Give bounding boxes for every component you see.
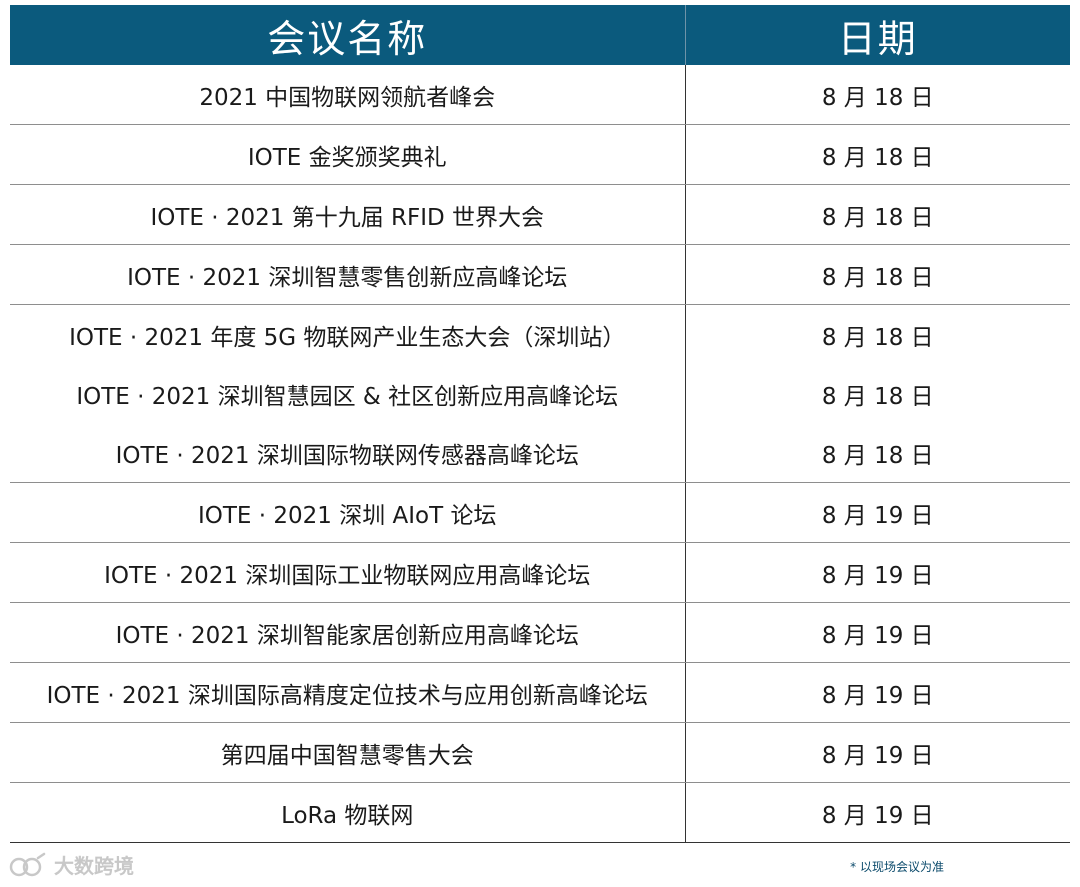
conference-name-cell: IOTE · 2021 第十九届 RFID 世界大会: [10, 184, 686, 245]
table-body: 2021 中国物联网领航者峰会 8 月 18 日 IOTE 金奖颁奖典礼 8 月…: [10, 65, 1070, 843]
date-cell: 8 月 19 日: [685, 782, 1070, 843]
conference-name-cell: 2021 中国物联网领航者峰会: [10, 65, 686, 125]
table-row: IOTE · 2021 深圳国际物联网传感器高峰论坛 8 月 18 日: [10, 423, 1070, 483]
table-row: IOTE · 2021 年度 5G 物联网产业生态大会（深圳站） 8 月 18 …: [10, 304, 1070, 364]
conference-name-cell: IOTE · 2021 深圳国际高精度定位技术与应用创新高峰论坛: [10, 662, 686, 723]
date-cell: 8 月 18 日: [821, 324, 934, 351]
table-row: 2021 中国物联网领航者峰会 8 月 18 日: [10, 65, 1070, 125]
table-row: IOTE · 2021 深圳 AIoT 论坛 8 月 19 日: [10, 482, 1070, 543]
date-cell: 8 月 18 日: [821, 383, 934, 410]
footnote: * 以现场会议为准: [850, 860, 944, 874]
table-row: IOTE 金奖颁奖典礼 8 月 18 日: [10, 124, 1070, 185]
header-row: 会议名称 日期: [10, 5, 1070, 65]
conference-name-cell: IOTE · 2021 深圳国际物联网传感器高峰论坛: [10, 423, 686, 483]
table-row: 第四届中国智慧零售大会 8 月 19 日: [10, 722, 1070, 783]
table-row: IOTE · 2021 深圳国际工业物联网应用高峰论坛 8 月 19 日: [10, 542, 1070, 603]
conference-name-cell: IOTE 金奖颁奖典礼: [10, 124, 686, 185]
conference-name-cell: LoRa 物联网: [10, 782, 686, 843]
table-row: IOTE · 2021 深圳智慧零售创新应高峰论坛 8 月 18 日: [10, 244, 1070, 305]
conference-name-cell: 第四届中国智慧零售大会: [10, 722, 686, 783]
table-row: IOTE · 2021 深圳国际高精度定位技术与应用创新高峰论坛 8 月 19 …: [10, 662, 1070, 723]
watermark-text: 大数跨境: [54, 854, 134, 878]
table-header: 会议名称 日期: [10, 5, 1070, 65]
conference-name-cell: IOTE · 2021 深圳智能家居创新应用高峰论坛: [10, 602, 686, 663]
date-cell: 8 月 18 日: [685, 65, 1070, 125]
conference-name-cell: IOTE · 2021 深圳智慧零售创新应高峰论坛: [10, 244, 686, 305]
table-row: IOTE · 2021 深圳智能家居创新应用高峰论坛 8 月 19 日: [10, 602, 1070, 663]
date-cell: 8 月 19 日: [685, 602, 1070, 663]
schedule-table: 会议名称 日期 2021 中国物联网领航者峰会 8 月 18 日 IOTE 金奖…: [10, 5, 1070, 843]
table-row: IOTE · 2021 深圳智慧园区 & 社区创新应用高峰论坛 8 月 18 日: [10, 364, 1070, 423]
conference-name-cell: IOTE · 2021 年度 5G 物联网产业生态大会（深圳站）: [10, 304, 686, 364]
table-row: IOTE · 2021 第十九届 RFID 世界大会 8 月 18 日: [10, 184, 1070, 245]
conference-name-cell: IOTE · 2021 深圳国际工业物联网应用高峰论坛: [10, 542, 686, 603]
date-cell: 8 月 18 日: [685, 184, 1070, 245]
date-cell: 8 月 18 日: [685, 423, 1070, 483]
table-row: LoRa 物联网 8 月 19 日: [10, 782, 1070, 843]
conference-name-cell: IOTE · 2021 深圳智慧园区 & 社区创新应用高峰论坛: [10, 364, 686, 423]
date-cell: 8 月 19 日: [685, 662, 1070, 723]
header-conference-name: 会议名称: [10, 5, 686, 65]
logo-icon: [8, 852, 48, 878]
date-cell: 8 月 19 日: [685, 542, 1070, 603]
conference-schedule-table: 会议名称 日期 2021 中国物联网领航者峰会 8 月 18 日 IOTE 金奖…: [10, 5, 1070, 843]
header-date: 日期: [685, 5, 1070, 65]
date-cell: 8 月 19 日: [685, 722, 1070, 783]
date-cell: 8 月 19 日: [685, 482, 1070, 543]
date-cell: 8 月 18 日: [685, 244, 1070, 305]
watermark: 大数跨境: [8, 850, 134, 879]
date-cell: 8 月 18 日: [685, 124, 1070, 185]
conference-name-cell: IOTE · 2021 深圳 AIoT 论坛: [10, 482, 686, 543]
